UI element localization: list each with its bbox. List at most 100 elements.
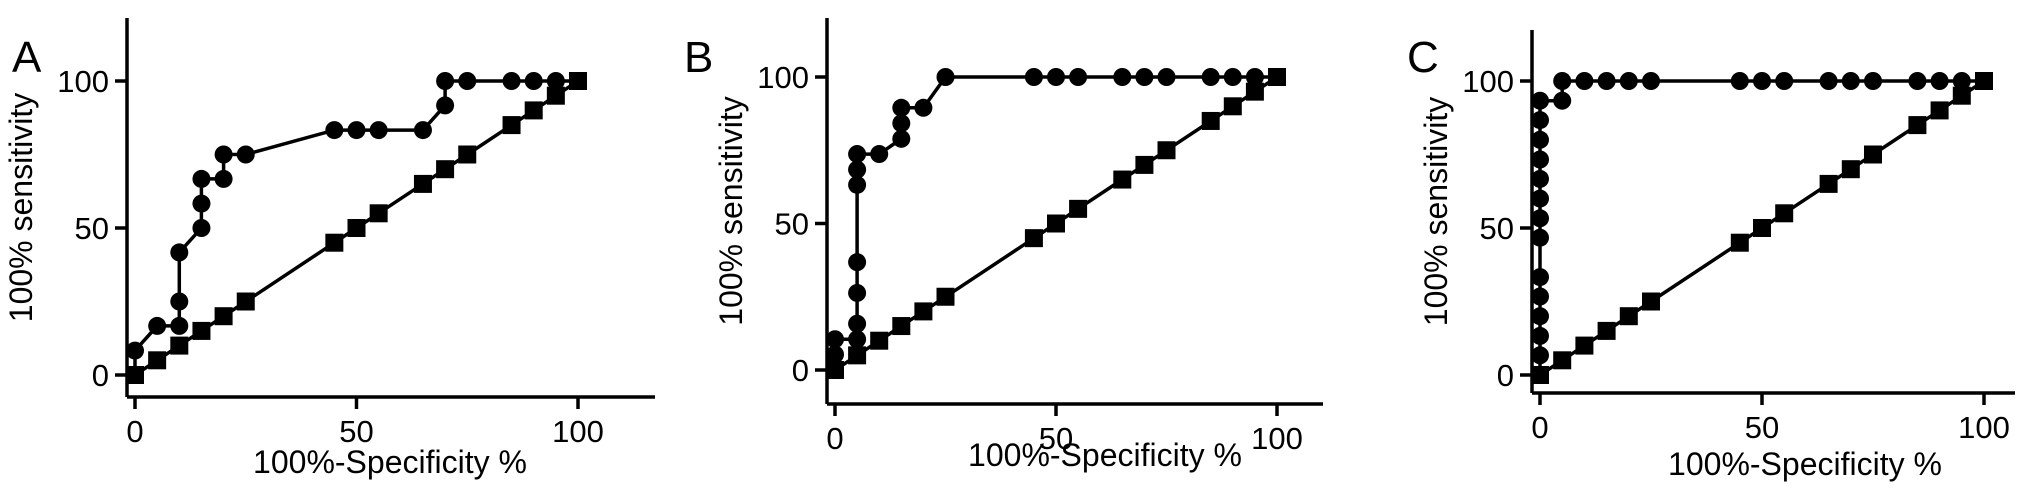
data-point-circle	[1908, 72, 1927, 90]
data-point-square	[1223, 97, 1242, 116]
series-square	[826, 68, 1286, 379]
y-axis-title: 100% sensitivity	[3, 93, 39, 322]
data-point-square	[436, 160, 455, 179]
data-point-circle	[436, 96, 455, 115]
data-point-circle	[170, 243, 189, 262]
data-point-circle	[1864, 72, 1882, 90]
data-point-square	[458, 145, 477, 164]
data-point-square	[1908, 116, 1927, 135]
data-point-square	[1930, 101, 1949, 120]
series-square	[126, 72, 587, 384]
data-point-square	[236, 292, 255, 311]
data-point-square	[1201, 111, 1220, 130]
data-point-circle	[892, 114, 911, 133]
data-point-square	[1069, 199, 1088, 218]
data-point-circle	[1047, 68, 1065, 86]
data-point-circle	[192, 169, 211, 188]
data-point-circle	[546, 72, 565, 90]
data-point-circle	[826, 330, 844, 349]
series-line	[134, 79, 579, 377]
data-point-square	[192, 321, 211, 340]
data-point-circle	[870, 145, 889, 164]
series-line	[1539, 79, 1985, 377]
data-point-circle	[1952, 72, 1971, 90]
data-point-square	[1157, 141, 1176, 160]
data-point-circle	[413, 121, 432, 140]
data-point-circle	[458, 72, 477, 90]
data-point-circle	[848, 160, 867, 179]
data-point-square	[892, 317, 911, 336]
x-axis-title: 100%-Specificity %	[253, 444, 527, 480]
data-point-circle	[1597, 72, 1616, 90]
data-point-square	[413, 174, 432, 193]
panel-label: B	[684, 33, 713, 82]
panel-label: C	[1407, 33, 1439, 82]
data-point-circle	[936, 68, 955, 86]
data-point-circle	[892, 129, 911, 148]
chart-panel-c: C 0 50 100 0 50 100 100%-Specificity % 100% sens…	[1407, 30, 2015, 482]
data-point-square	[126, 366, 144, 384]
data-point-square	[936, 287, 955, 306]
data-point-square	[369, 204, 388, 223]
data-point-square	[848, 346, 867, 365]
data-point-circle	[1531, 169, 1549, 188]
data-point-square	[1952, 86, 1971, 105]
data-point-circle	[1930, 72, 1949, 90]
data-point-circle	[848, 253, 867, 272]
series-square	[1531, 72, 1993, 384]
data-point-circle	[1531, 189, 1549, 208]
data-point-circle	[192, 194, 211, 213]
data-point-circle	[1245, 68, 1264, 86]
data-point-square	[1531, 366, 1549, 384]
data-point-circle	[914, 98, 933, 117]
data-point-circle	[1531, 287, 1549, 306]
data-point-square	[1841, 160, 1860, 179]
data-point-circle	[1575, 72, 1594, 90]
data-point-square	[569, 72, 587, 90]
data-point-circle	[1531, 228, 1549, 247]
x-tick-label: 0	[1531, 410, 1548, 445]
data-point-circle	[325, 121, 344, 140]
data-point-circle	[848, 330, 867, 349]
data-point-square	[914, 302, 933, 321]
x-axis-title: 100%-Specificity %	[968, 437, 1242, 473]
x-tick-label: 50	[1745, 410, 1779, 445]
data-point-square	[1113, 170, 1132, 189]
data-point-circle	[170, 316, 189, 335]
data-point-circle	[1135, 68, 1154, 86]
data-point-circle	[848, 283, 867, 302]
y-tick-label: 0	[792, 353, 809, 388]
data-point-circle	[1819, 72, 1838, 90]
data-point-square	[325, 233, 344, 252]
data-point-circle	[170, 292, 189, 311]
data-point-square	[1775, 204, 1794, 223]
data-point-circle	[1157, 68, 1176, 86]
data-point-square	[1619, 307, 1638, 326]
data-point-circle	[214, 169, 233, 188]
x-tick-label: 0	[126, 414, 143, 449]
data-point-circle	[892, 98, 911, 117]
data-point-circle	[1531, 307, 1549, 326]
data-point-circle	[347, 121, 366, 140]
x-tick-label: 100	[1251, 421, 1303, 456]
data-point-circle	[214, 145, 233, 164]
data-point-circle	[1113, 68, 1132, 86]
x-axis-title: 100%-Specificity %	[1668, 446, 1942, 482]
data-point-circle	[1841, 72, 1860, 90]
chart-panel-a: A 0 50 100 0 50 100 100%-Specificity % 100% sens…	[3, 18, 655, 480]
data-point-circle	[1531, 150, 1549, 169]
data-point-square	[546, 86, 565, 105]
data-point-circle	[1730, 72, 1749, 90]
data-point-circle	[1069, 68, 1088, 86]
series-line	[834, 75, 1278, 372]
data-point-square	[170, 336, 189, 355]
y-tick-label: 50	[1480, 211, 1514, 246]
data-point-circle	[1531, 130, 1549, 149]
y-tick-label: 100	[57, 64, 109, 99]
data-point-square	[1268, 68, 1286, 86]
data-point-circle	[826, 345, 844, 364]
y-tick-label: 50	[75, 211, 109, 246]
data-point-square	[1135, 155, 1154, 174]
data-point-circle	[126, 341, 144, 360]
